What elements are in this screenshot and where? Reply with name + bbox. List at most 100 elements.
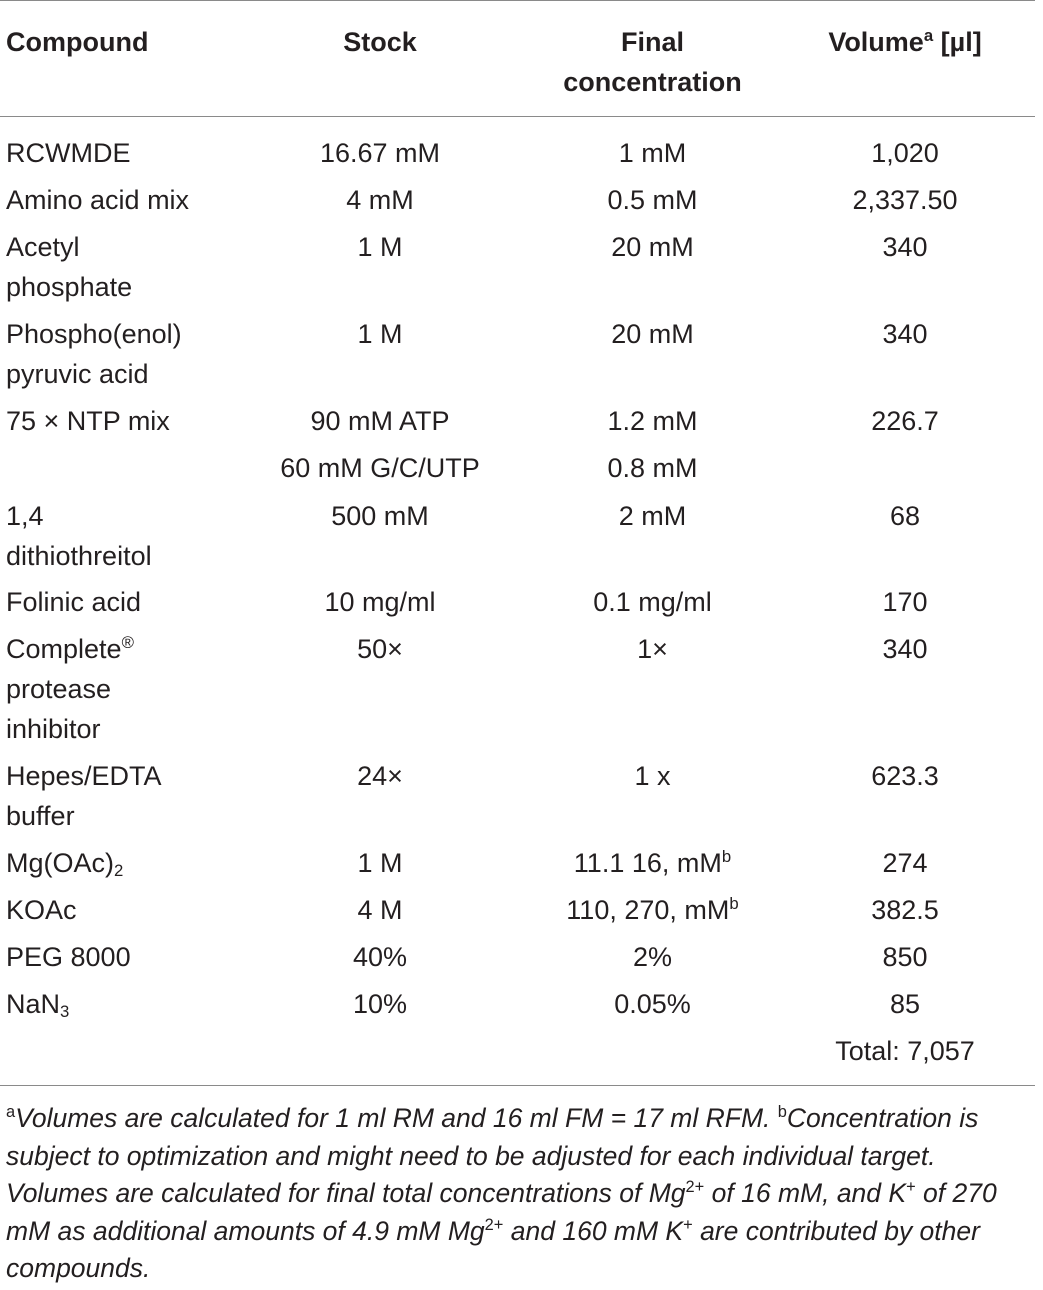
footnote-mark: b — [729, 893, 739, 913]
cell-line: 340 — [785, 629, 1025, 669]
cell-volume: 623.3 — [785, 756, 1025, 796]
cell-text: inhibitor — [6, 714, 101, 744]
cell-line: PEG 8000 — [6, 937, 256, 977]
cell-text: PEG 8000 — [6, 942, 131, 972]
cell-compound: RCWMDE — [6, 133, 256, 173]
cell-text: 0.05% — [614, 989, 691, 1019]
cell-text: 1.2 mM — [607, 406, 698, 436]
cell-final-concentration: 2% — [520, 937, 785, 977]
cell-line: 20 mM — [520, 314, 785, 354]
cell-text: 340 — [882, 319, 928, 349]
cell-line: Folinic acid — [6, 582, 256, 622]
cell-text: 1 mM — [618, 138, 687, 168]
cell-text: KOAc — [6, 895, 77, 925]
cell-line: pyruvic acid — [6, 354, 256, 394]
header-final-line2: concentration — [563, 67, 742, 97]
cell-text: RCWMDE — [6, 138, 131, 168]
cell-line: 10 mg/ml — [240, 582, 520, 622]
cell-text: 2 mM — [618, 501, 687, 531]
cell-line: phosphate — [6, 267, 256, 307]
header-rule — [0, 116, 1035, 117]
registered-mark: ® — [121, 632, 134, 652]
footnote-b-text-1: Concentration is subject to optimization… — [6, 1103, 979, 1208]
footnote-b-text-4: and 160 mM K — [503, 1215, 684, 1246]
cell-line: 68 — [785, 496, 1025, 536]
cell-final-concentration: 20 mM — [520, 227, 785, 267]
cell-line: 75 × NTP mix — [6, 401, 256, 441]
cell-stock: 50× — [240, 629, 520, 669]
cell-line: 90 mM ATP — [240, 401, 520, 441]
cell-compound: PEG 8000 — [6, 937, 256, 977]
formula-subscript: 3 — [60, 1002, 70, 1022]
footnote-a-text: Volumes are calculated for 1 ml RM and 1… — [15, 1103, 778, 1133]
cell-text: Folinic acid — [6, 587, 142, 617]
cell-text: 1,020 — [871, 138, 939, 168]
cell-stock: 4 M — [240, 890, 520, 930]
cell-text: 11.1 16, mM — [573, 848, 722, 878]
cell-line: 0.1 mg/ml — [520, 582, 785, 622]
footnote-b-mark: b — [777, 1103, 787, 1122]
cell-line: 0.5 mM — [520, 180, 785, 220]
footnote-b-sup-3: 2+ — [484, 1215, 504, 1234]
cell-line: dithiothreitol — [6, 536, 256, 576]
cell-volume: 340 — [785, 314, 1025, 354]
cell-volume: 2,337.50 — [785, 180, 1025, 220]
cell-line: 170 — [785, 582, 1025, 622]
cell-final-concentration: 0.5 mM — [520, 180, 785, 220]
cell-line: 274 — [785, 843, 1025, 883]
cell-stock: 40% — [240, 937, 520, 977]
cell-text: 4 M — [357, 895, 403, 925]
formula-subscript: 2 — [114, 861, 124, 881]
cell-compound: Complete® protease inhibitor — [6, 629, 256, 749]
cell-text: 10% — [352, 989, 408, 1019]
footnote-mark: b — [721, 846, 732, 866]
cell-final-concentration: 11.1 16, mMb — [520, 843, 785, 883]
cell-text: 170 — [882, 587, 928, 617]
cell-final-concentration: 0.05% — [520, 984, 785, 1024]
footnote-b-sup-1: 2+ — [685, 1178, 705, 1197]
cell-stock: 4 mM — [240, 180, 520, 220]
cell-text: buffer — [6, 801, 75, 831]
cell-line: 1,4 — [6, 496, 256, 536]
header-volume-footnote-mark: a — [923, 25, 934, 45]
cell-volume: 68 — [785, 496, 1025, 536]
cell-volume: 850 — [785, 937, 1025, 977]
cell-line: Mg(OAc)2 — [6, 843, 256, 883]
cell-text: 40% — [352, 942, 408, 972]
top-rule — [0, 0, 1035, 1]
cell-final-concentration: 1.2 mM 0.8 mM — [520, 401, 785, 488]
header-final-concentration: Final concentration — [520, 22, 785, 102]
cell-stock: 500 mM — [240, 496, 520, 536]
bottom-rule — [0, 1085, 1035, 1086]
cell-text: 500 mM — [331, 501, 429, 531]
cell-final-concentration: 1× — [520, 629, 785, 669]
cell-text: 1 M — [357, 848, 403, 878]
cell-line: 1 x — [520, 756, 785, 796]
cell-line: Amino acid mix — [6, 180, 256, 220]
footnote-b-sup-4: + — [683, 1215, 693, 1234]
cell-line: 382.5 — [785, 890, 1025, 930]
table-footnote: aVolumes are calculated for 1 ml RM and … — [6, 1100, 1036, 1288]
cell-text: Acetyl — [6, 232, 80, 262]
cell-line: 1,020 — [785, 133, 1025, 173]
cell-line: Phospho(enol) — [6, 314, 256, 354]
header-compound: Compound — [6, 27, 149, 57]
cell-text: Hepes/EDTA — [6, 761, 162, 791]
footnote-b-text-2: of 16 mM, and K — [704, 1178, 907, 1208]
cell-text: 1 x — [634, 761, 671, 791]
header-final-line1: Final — [620, 27, 684, 57]
cell-text: 20 mM — [611, 232, 694, 262]
cell-text: 60 mM G/C/UTP — [280, 453, 480, 483]
footnote-b-sup-2: + — [906, 1178, 916, 1197]
cell-stock: 90 mM ATP 60 mM G/C/UTP — [240, 401, 520, 488]
cell-line: 226.7 — [785, 401, 1025, 441]
cell-line: 2 mM — [520, 496, 785, 536]
cell-text: 16.67 mM — [319, 138, 441, 168]
cell-line: 40% — [240, 937, 520, 977]
cell-text: 226.7 — [871, 406, 939, 436]
cell-compound: 75 × NTP mix — [6, 401, 256, 441]
cell-text: 850 — [882, 942, 928, 972]
cell-text: Mg(OAc) — [6, 848, 114, 878]
cell-line: 11.1 16, mMb — [520, 843, 785, 883]
cell-line: 50× — [240, 629, 520, 669]
